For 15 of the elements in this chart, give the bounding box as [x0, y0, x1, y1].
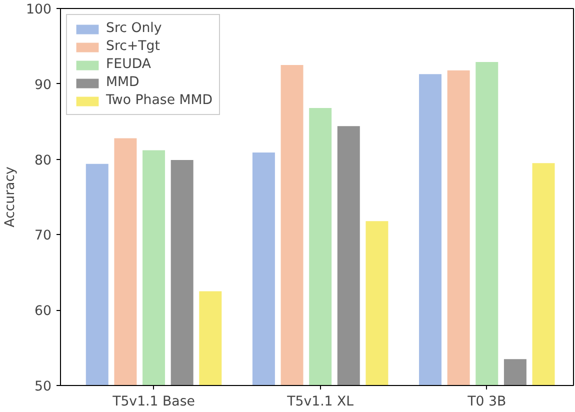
- x-tick-label: T5v1.1 XL: [286, 394, 354, 410]
- y-tick-label: 90: [34, 78, 52, 93]
- x-tick-label: T0 3B: [466, 394, 506, 410]
- legend-label: Src Only: [106, 21, 162, 36]
- y-tick-label: 80: [34, 153, 52, 168]
- y-tick-label: 50: [34, 380, 52, 394]
- y-tick-label: 70: [34, 228, 52, 244]
- y-tick-label: 60: [34, 304, 52, 320]
- legend-label: FEUDA: [106, 57, 151, 72]
- legend-label: Two Phase MMD: [106, 93, 213, 108]
- y-tick-label: 100: [26, 2, 52, 18]
- legend-label: MMD: [106, 75, 140, 90]
- x-tick-label: T5v1.1 Base: [112, 394, 195, 410]
- legend-label: Src+Tgt: [106, 39, 160, 54]
- y-axis-title: Accuracy: [3, 166, 18, 228]
